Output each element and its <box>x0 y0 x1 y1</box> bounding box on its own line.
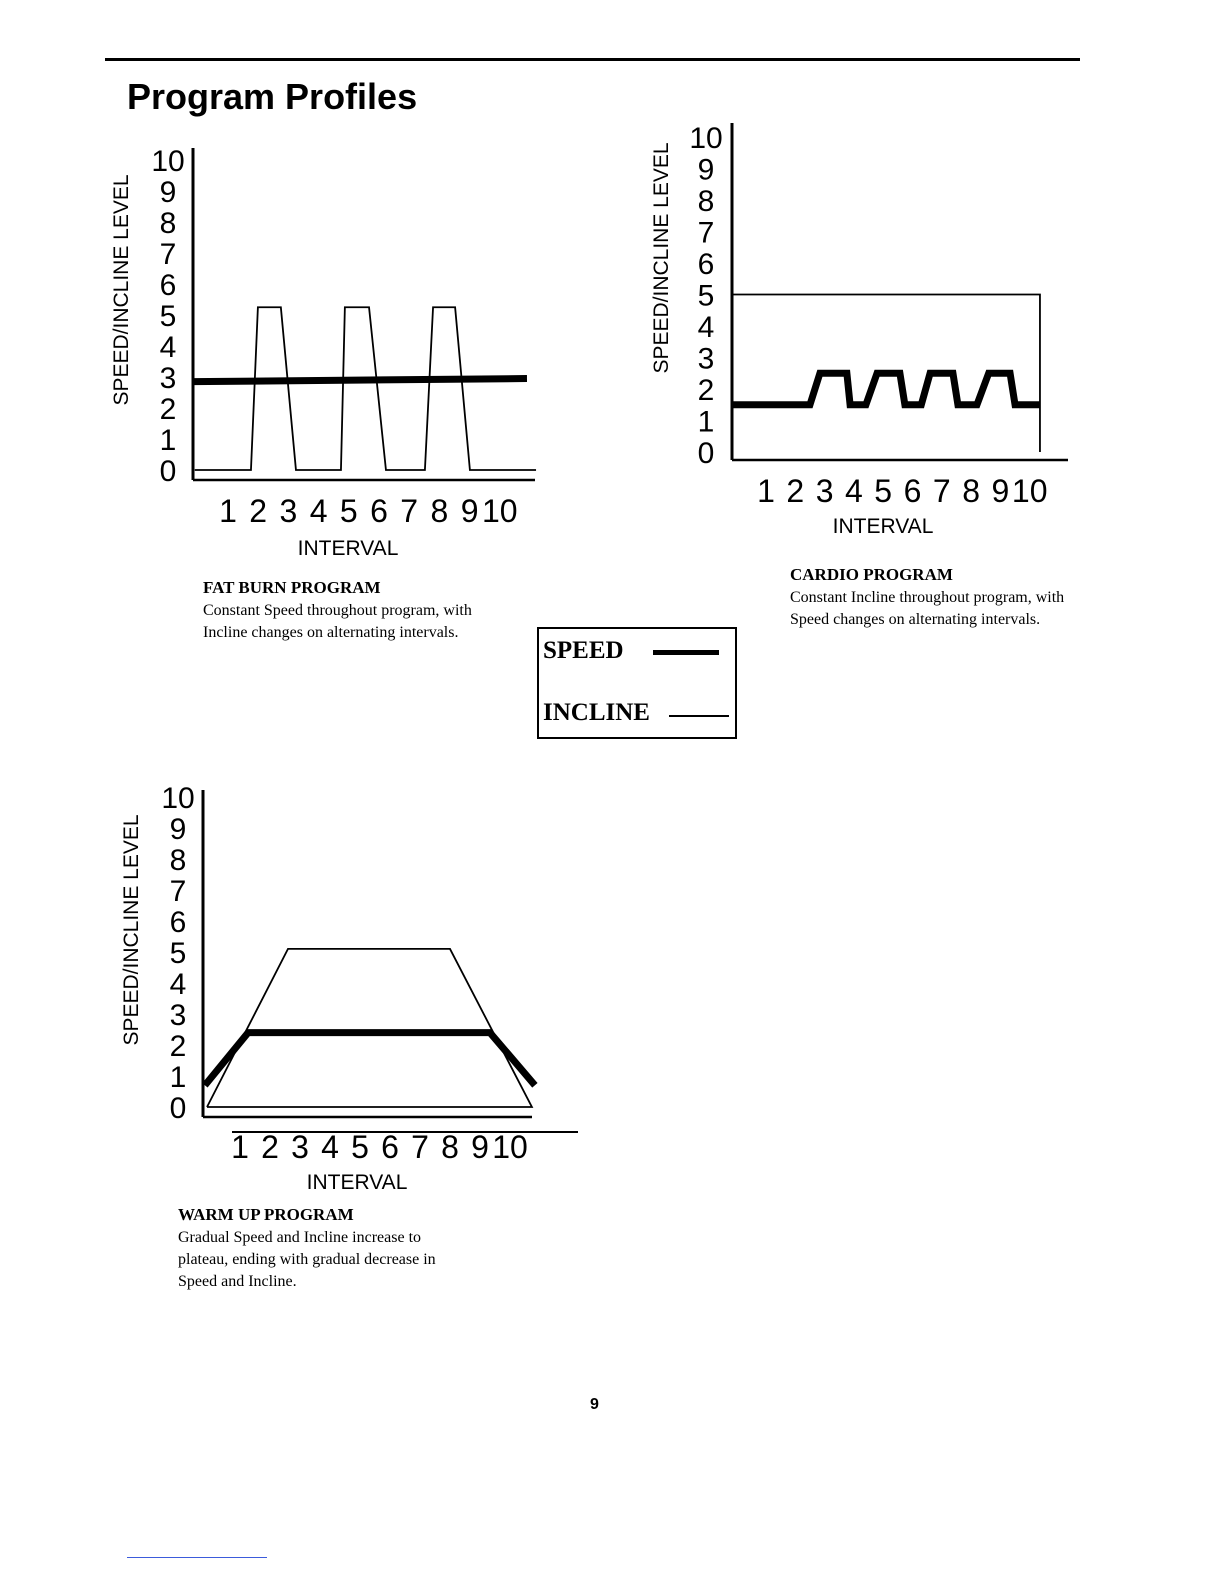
cardio-y-tick-label: 0 <box>698 437 715 470</box>
legend-speed-swatch <box>653 650 719 655</box>
fat-burn-y-tick-label: 8 <box>160 207 177 240</box>
cardio-x-tick-label: 3 <box>816 473 834 509</box>
cardio-x-tick-label: 2 <box>786 473 804 509</box>
cardio-x-axis-title: INTERVAL <box>832 515 934 538</box>
legend-incline-swatch <box>669 715 729 717</box>
fat-burn-x-tick-label: 4 <box>310 493 328 529</box>
fat-burn-x-tick-label: 10 <box>482 493 518 529</box>
cardio-x-tick-label: 8 <box>962 473 980 509</box>
legend: SPEED INCLINE <box>537 627 737 739</box>
cardio-y-tick-label: 2 <box>698 374 715 407</box>
fat-burn-y-tick-label: 0 <box>160 455 177 488</box>
warm-up-y-tick-label: 10 <box>161 782 194 815</box>
cardio-y-tick-label: 9 <box>698 154 715 187</box>
fat-burn-caption-title: FAT BURN PROGRAM <box>203 578 381 597</box>
warm-up-y-tick-label: 0 <box>170 1092 187 1125</box>
warm-up-x-axis-title: INTERVAL <box>306 1171 408 1194</box>
warm-up-x-tick-label: 9 <box>471 1129 489 1165</box>
cardio-y-tick-label: 1 <box>698 406 715 439</box>
top-rule <box>105 58 1080 61</box>
cardio-speed-line <box>732 369 1040 409</box>
warm-up-speed-line <box>202 1029 538 1088</box>
cardio-x-tick-label: 4 <box>845 473 863 509</box>
warm-up-x-tick-label: 8 <box>441 1129 459 1165</box>
cardio-y-tick-label: 6 <box>698 248 715 281</box>
warm-up-x-tick-label: 4 <box>321 1129 339 1165</box>
fat-burn-x-tick-label: 8 <box>431 493 449 529</box>
warm-up-incline-line <box>206 948 534 1108</box>
warm-up-y-tick-label: 8 <box>170 844 187 877</box>
warm-up-x-tick-label: 6 <box>381 1129 399 1165</box>
fat-burn-x-tick-label: 9 <box>461 493 479 529</box>
warm-up-y-tick-label: 1 <box>170 1061 187 1094</box>
cardio-x-tick-label: 6 <box>904 473 922 509</box>
warm-up-y-axis-title: SPEED/INCLINE LEVEL <box>120 814 143 1046</box>
page-number: 9 <box>590 1396 599 1413</box>
fat-burn-y-tick-label: 1 <box>160 424 177 457</box>
cardio-caption-body: Constant Incline throughout program, wit… <box>790 589 1065 628</box>
legend-speed-label: SPEED <box>543 637 624 664</box>
cardio-y-tick-label: 4 <box>698 311 715 344</box>
warm-up-y-tick-label: 2 <box>170 1030 187 1063</box>
fat-burn-y-tick-label: 10 <box>151 145 184 178</box>
fat-burn-x-tick-label: 5 <box>340 493 358 529</box>
fat-burn-x-tick-label: 2 <box>249 493 267 529</box>
cardio-y-axis-title: SPEED/INCLINE LEVEL <box>650 142 673 374</box>
cardio-caption-title: CARDIO PROGRAM <box>790 565 953 584</box>
warm-up-y-tick-label: 5 <box>170 937 187 970</box>
fat-burn-y-tick-label: 3 <box>160 362 177 395</box>
fat-burn-y-tick-label: 2 <box>160 393 177 426</box>
warm-up-x-tick-label: 3 <box>291 1129 309 1165</box>
cardio-x-tick-label: 10 <box>1012 473 1048 509</box>
fat-burn-y-tick-label: 6 <box>160 269 177 302</box>
fat-burn-y-tick-label: 4 <box>160 331 177 364</box>
fat-burn-y-tick-label: 7 <box>160 238 177 271</box>
cardio-x-tick-label: 1 <box>757 473 775 509</box>
fat-burn-y-axis-title: SPEED/INCLINE LEVEL <box>110 174 133 406</box>
cardio-incline-line <box>732 293 1041 452</box>
warm-up-y-tick-label: 6 <box>170 906 187 939</box>
cardio-x-tick-label: 5 <box>874 473 892 509</box>
warm-up-y-tick-label: 9 <box>170 813 187 846</box>
warm-up-x-tick-label: 5 <box>351 1129 369 1165</box>
fat-burn-x-axis-title: INTERVAL <box>297 537 399 560</box>
fat-burn-speed-line <box>193 375 528 386</box>
fat-burn-x-tick-label: 3 <box>280 493 298 529</box>
warm-up-y-tick-label: 3 <box>170 999 187 1032</box>
warm-up-y-tick-label: 4 <box>170 968 187 1001</box>
warm-up-x-tick-label: 2 <box>261 1129 279 1165</box>
cardio-y-tick-label: 10 <box>689 122 722 155</box>
fat-burn-caption-body: Constant Speed throughout program, with … <box>203 602 472 641</box>
fat-burn-y-tick-label: 5 <box>160 300 177 333</box>
warm-up-caption-body: Gradual Speed and Incline increase to pl… <box>178 1229 436 1290</box>
cardio-y-tick-label: 5 <box>698 280 715 313</box>
warm-up-caption-title: WARM UP PROGRAM <box>178 1205 354 1224</box>
warm-up-x-tick-label: 1 <box>231 1129 249 1165</box>
fat-burn-x-tick-label: 7 <box>400 493 418 529</box>
cardio-y-tick-label: 3 <box>698 343 715 376</box>
fat-burn-y-tick-label: 9 <box>160 176 177 209</box>
fat-burn-x-tick-label: 6 <box>370 493 388 529</box>
warm-up-y-tick-label: 7 <box>170 875 187 908</box>
cardio-y-tick-label: 7 <box>698 217 715 250</box>
fat-burn-incline-line <box>194 306 537 471</box>
warm-up-x-tick-label: 10 <box>492 1129 528 1165</box>
cardio-x-tick-label: 9 <box>992 473 1010 509</box>
legend-incline-label: INCLINE <box>543 699 650 726</box>
fat-burn-x-tick-label: 1 <box>219 493 237 529</box>
page-title: Program Profiles <box>127 76 418 117</box>
footer-line <box>127 1557 267 1558</box>
warm-up-x-tick-label: 7 <box>411 1129 429 1165</box>
cardio-y-tick-label: 8 <box>698 185 715 218</box>
cardio-x-tick-label: 7 <box>933 473 951 509</box>
